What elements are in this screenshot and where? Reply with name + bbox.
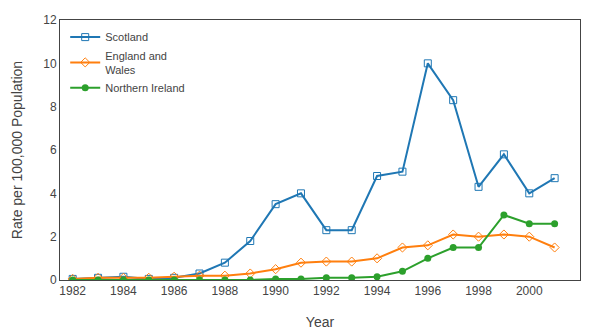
svg-text:1990: 1990 bbox=[262, 284, 289, 298]
svg-text:1994: 1994 bbox=[364, 284, 391, 298]
svg-text:1996: 1996 bbox=[414, 284, 441, 298]
svg-text:1984: 1984 bbox=[110, 284, 137, 298]
svg-text:Northern Ireland: Northern Ireland bbox=[105, 82, 185, 94]
svg-text:4: 4 bbox=[50, 187, 57, 201]
svg-text:2: 2 bbox=[50, 230, 57, 244]
svg-text:Year: Year bbox=[306, 314, 335, 330]
svg-text:2000: 2000 bbox=[516, 284, 543, 298]
svg-text:1988: 1988 bbox=[212, 284, 239, 298]
svg-text:10: 10 bbox=[43, 57, 57, 71]
svg-text:6: 6 bbox=[50, 143, 57, 157]
svg-text:1992: 1992 bbox=[313, 284, 340, 298]
svg-text:1986: 1986 bbox=[161, 284, 188, 298]
svg-text:12: 12 bbox=[43, 13, 57, 27]
svg-text:1982: 1982 bbox=[59, 284, 86, 298]
svg-text:Rate per 100,000 Population: Rate per 100,000 Population bbox=[9, 61, 25, 239]
svg-text:Scotland: Scotland bbox=[105, 31, 148, 43]
svg-text:0: 0 bbox=[50, 273, 57, 287]
svg-text:England andWales: England andWales bbox=[105, 50, 167, 76]
svg-text:1998: 1998 bbox=[465, 284, 492, 298]
svg-text:8: 8 bbox=[50, 100, 57, 114]
